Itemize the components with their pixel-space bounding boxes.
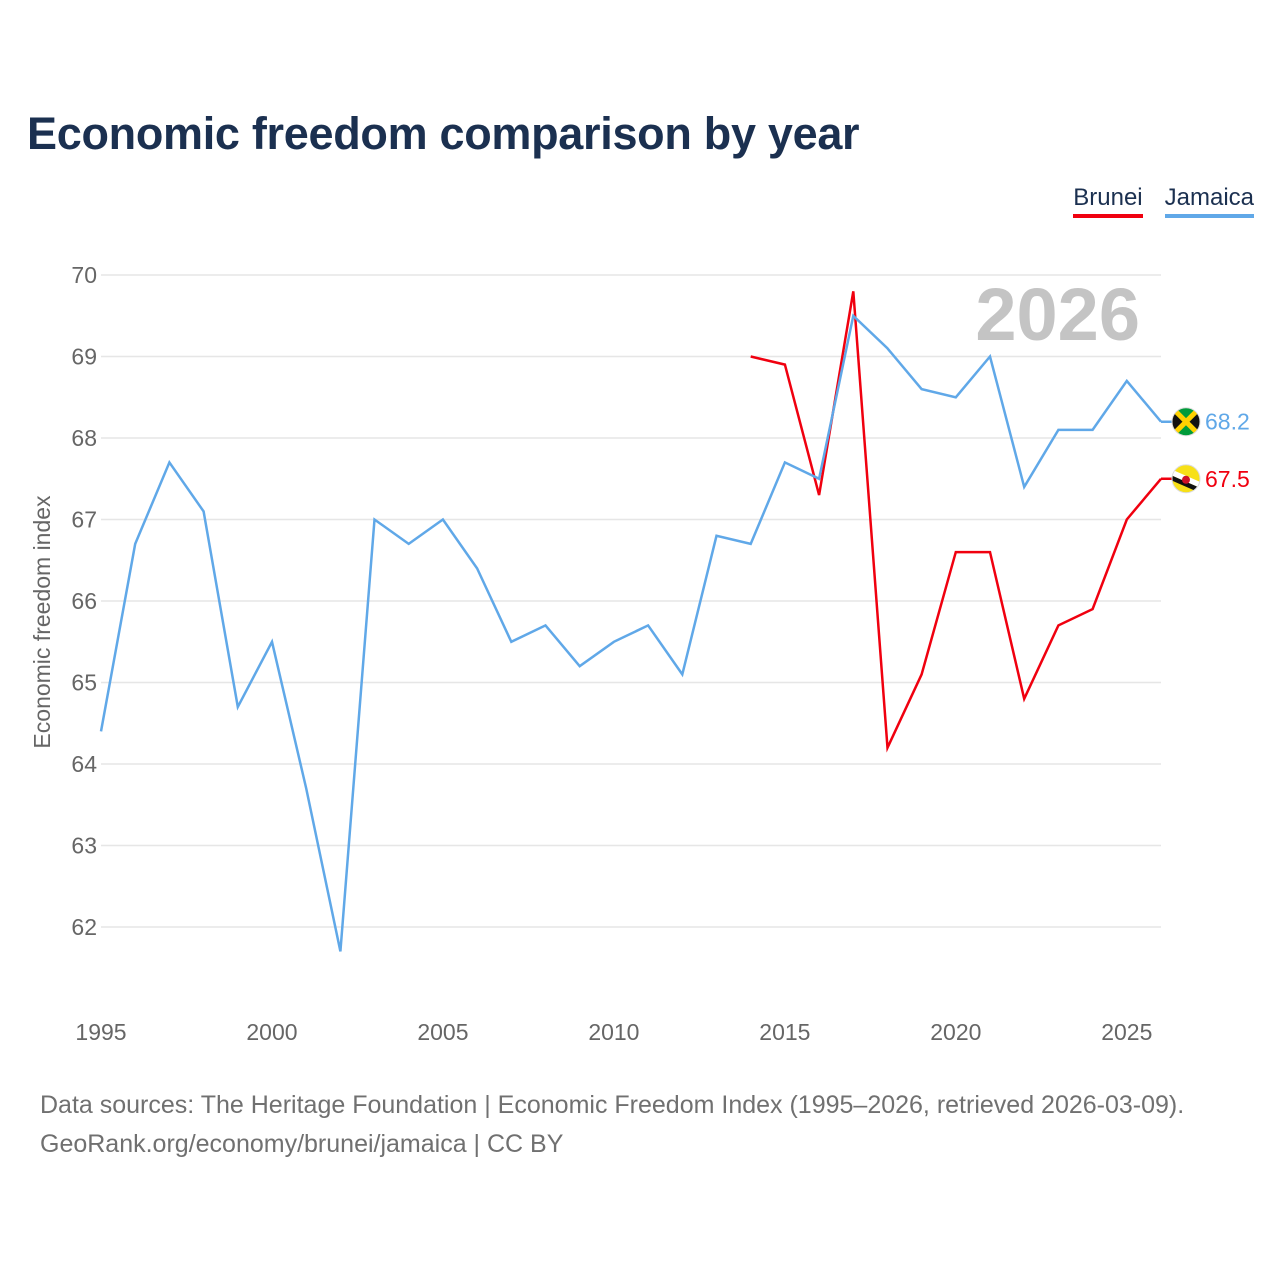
x-tick-label: 2025 — [1101, 1019, 1152, 1045]
legend-item-jamaica[interactable]: Jamaica — [1164, 184, 1254, 218]
y-tick-label: 68 — [71, 425, 97, 451]
y-tick-label: 62 — [71, 914, 97, 940]
end-value-label-brunei: 67.5 — [1205, 466, 1250, 492]
series-line-jamaica — [99, 313, 1162, 952]
y-tick-label: 70 — [71, 262, 97, 288]
x-tick-label: 2010 — [588, 1019, 639, 1045]
y-axis-label: Economic freedom index — [29, 495, 55, 749]
y-tick-label: 66 — [71, 588, 97, 614]
series-line-brunei — [750, 291, 1162, 753]
y-tick-label: 67 — [71, 507, 97, 533]
x-tick-label: 2015 — [759, 1019, 810, 1045]
jamaica-flag-icon — [1171, 407, 1201, 437]
y-tick-label: 64 — [71, 751, 97, 777]
x-tick-label: 1995 — [75, 1019, 126, 1045]
chart-title: Economic freedom comparison by year — [27, 108, 860, 159]
current-year-watermark: 2026 — [975, 273, 1140, 356]
x-tick-label: 2020 — [930, 1019, 981, 1045]
legend: Brunei Jamaica — [1073, 184, 1254, 218]
end-value-label-jamaica: 68.2 — [1205, 409, 1250, 435]
brunei-flag-icon — [1171, 464, 1201, 494]
y-tick-label: 63 — [71, 833, 97, 859]
attribution-note: GeoRank.org/economy/brunei/jamaica | CC … — [40, 1130, 564, 1158]
data-source-note: Data sources: The Heritage Foundation | … — [40, 1091, 1185, 1119]
footer: Data sources: The Heritage Foundation | … — [40, 1086, 1184, 1164]
x-tick-label: 2000 — [246, 1019, 297, 1045]
x-tick-label: 2005 — [417, 1019, 468, 1045]
legend-item-brunei[interactable]: Brunei — [1073, 184, 1143, 218]
line-chart: 2026 62 63 64 65 66 67 68 69 70 1995 2000 2005 2010… — [29, 262, 1250, 1045]
y-tick-label: 69 — [71, 344, 97, 370]
y-tick-label: 65 — [71, 670, 97, 696]
